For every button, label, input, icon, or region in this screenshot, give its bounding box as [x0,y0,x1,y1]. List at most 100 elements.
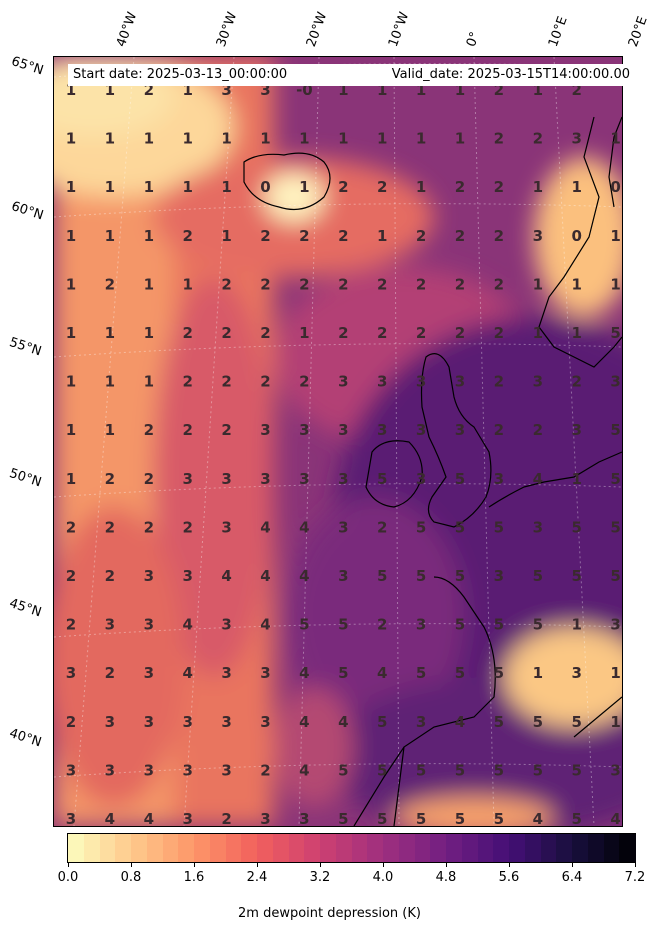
grid-value: 3 [338,470,348,488]
grid-value: 2 [144,518,154,536]
colorbar-segment [540,834,557,862]
grid-value: 5 [455,470,465,488]
grid-value: 3 [221,518,231,536]
grid-value: 1 [610,227,620,245]
grid-value: 5 [494,810,504,826]
grid-value: 2 [260,275,270,293]
grid-value: 3 [610,761,620,779]
grid-value: 4 [260,518,270,536]
grid-value: 3 [299,421,309,439]
grid-value: 1 [571,616,581,634]
grid-value: 5 [610,567,620,585]
grid-value: 2 [338,324,348,342]
colorbar-tick [257,862,258,867]
grid-value: 1 [105,81,115,99]
grid-value: 4 [260,567,270,585]
grid-value: 0 [260,178,270,196]
grid-value: 1 [66,421,76,439]
colorbar-segment [241,834,258,862]
grid-value: 3 [221,81,231,99]
grid-value: 2 [66,518,76,536]
grid-value: 0 [571,227,581,245]
grid-value: 1 [610,664,620,682]
grid-value: 3 [182,567,192,585]
grid-value: 5 [338,810,348,826]
colorbar-segment [257,834,274,862]
grid-value: 2 [416,227,426,245]
grid-value: 3 [66,761,76,779]
grid-value: 2 [455,178,465,196]
grid-value: 2 [377,518,387,536]
grid-value: 3 [455,373,465,391]
grid-value: 3 [299,810,309,826]
lon-label-20w: 20°W [303,10,331,49]
grid-value: 3 [182,810,192,826]
grid-value: 1 [221,227,231,245]
colorbar-segment [320,834,337,862]
grid-value: 2 [260,227,270,245]
grid-value: 2 [377,324,387,342]
grid-value: 1 [182,130,192,148]
grid-value: 3 [338,373,348,391]
grid-value: 1 [144,178,154,196]
grid-value: 1 [66,275,76,293]
grid-value: 1 [182,178,192,196]
grid-value: 0 [610,178,620,196]
grid-value: 4 [105,810,115,826]
grid-value: 2 [182,324,192,342]
grid-value: 2 [494,178,504,196]
grid-value: 2 [182,518,192,536]
colorbar-tick [446,862,447,867]
grid-value: 5 [455,567,465,585]
grid-value: 3 [571,421,581,439]
grid-value: 1 [571,470,581,488]
grid-value: 2 [105,664,115,682]
grid-value: 1 [260,130,270,148]
grid-value: 4 [299,518,309,536]
grid-value: 1 [221,130,231,148]
grid-value: 5 [416,518,426,536]
grid-value: 2 [221,810,231,826]
grid-value: 1 [571,324,581,342]
colorbar-tick [635,862,636,867]
colorbar-segment [351,834,368,862]
grid-value: 5 [610,470,620,488]
grid-value: 5 [455,518,465,536]
grid-value: 5 [416,810,426,826]
colorbar-segment [115,834,132,862]
grid-value: 1 [105,178,115,196]
grid-value: 3 [66,664,76,682]
grid-value: 3 [221,470,231,488]
grid-value: 3 [338,518,348,536]
grid-value: 4 [182,664,192,682]
grid-value: 5 [494,616,504,634]
colorbar-segment [83,834,100,862]
grid-value: 1 [377,81,387,99]
grid-value: 3 [221,664,231,682]
grid-value: 5 [416,664,426,682]
grid-value: 2 [416,324,426,342]
grid-value: 2 [182,373,192,391]
grid-value: 3 [610,616,620,634]
grid-value: 1 [610,275,620,293]
grid-value: 3 [416,713,426,731]
grid-value: 3 [494,567,504,585]
grid-value: 5 [494,518,504,536]
colorbar-tick-label: 0.0 [57,870,79,885]
grid-value: 2 [260,373,270,391]
lat-label-40n: 40°N [7,726,44,751]
grid-value: 2 [144,81,154,99]
grid-value: 2 [105,518,115,536]
start-date-label: Start date: 2025-03-13_00:00:00 [73,67,288,82]
colorbar [67,833,636,863]
grid-value: 3 [144,713,154,731]
grid-value: 2 [571,373,581,391]
grid-value: 1 [144,275,154,293]
grid-value: 1 [533,178,543,196]
colorbar-tick [572,862,573,867]
colorbar-segment [414,834,431,862]
grid-value: 5 [571,567,581,585]
grid-value: 2 [533,130,543,148]
grid-value: 4 [299,567,309,585]
grid-value: 2 [494,130,504,148]
